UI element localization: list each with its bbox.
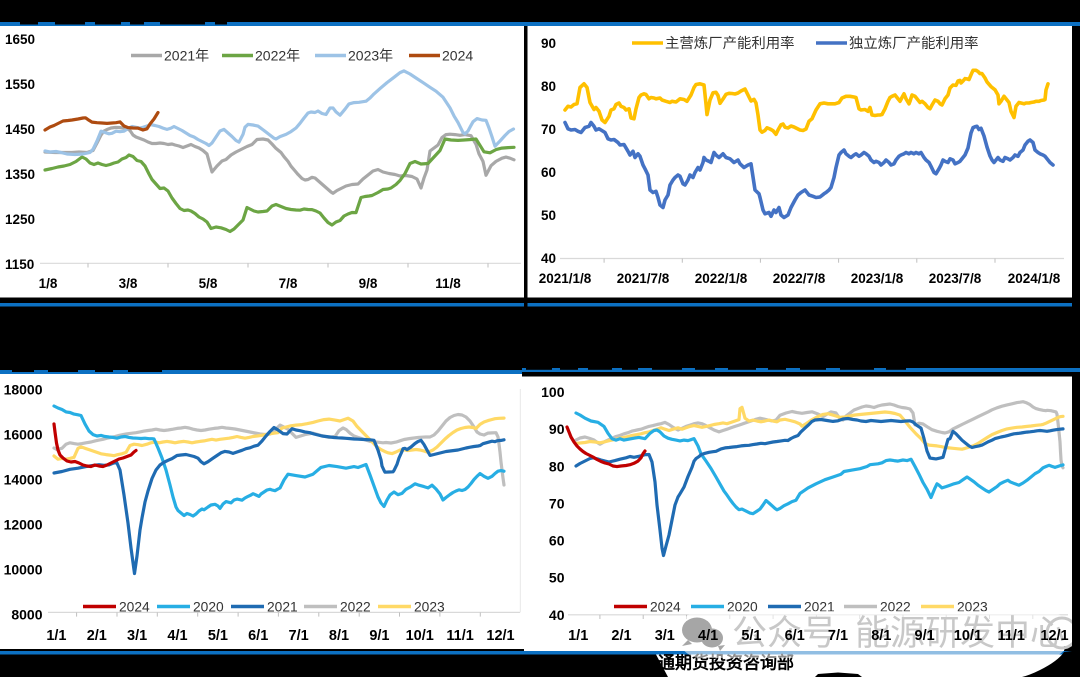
- svg-text:2021/1/8: 2021/1/8: [539, 271, 592, 286]
- svg-text:70: 70: [541, 122, 556, 137]
- svg-text:2021: 2021: [804, 600, 835, 615]
- svg-text:4/1: 4/1: [698, 628, 718, 644]
- svg-text:60: 60: [541, 165, 556, 180]
- svg-text:3/1: 3/1: [127, 628, 147, 644]
- svg-text:50: 50: [549, 570, 565, 586]
- svg-text:独立炼厂产能利用率: 独立炼厂产能利用率: [849, 35, 979, 52]
- svg-text:2020: 2020: [727, 600, 758, 615]
- svg-text:能源研发中心: 能源研发中心: [855, 614, 1065, 653]
- svg-text:2024/1/8: 2024/1/8: [1008, 271, 1061, 286]
- svg-text:主营炼厂产能利用率: 主营炼厂产能利用率: [665, 35, 795, 52]
- svg-text:90: 90: [549, 421, 565, 437]
- svg-text:1/8: 1/8: [39, 276, 58, 291]
- svg-text:1550: 1550: [5, 77, 35, 92]
- svg-text:2024: 2024: [119, 600, 150, 615]
- svg-text:2022: 2022: [880, 600, 911, 615]
- svg-text:5/8: 5/8: [199, 276, 218, 291]
- svg-text:12/1: 12/1: [486, 628, 514, 644]
- svg-text:12/1: 12/1: [1040, 628, 1068, 644]
- svg-text:11/1: 11/1: [997, 628, 1024, 644]
- svg-text:50: 50: [541, 208, 556, 223]
- svg-text:5/1: 5/1: [208, 628, 228, 644]
- svg-text:1350: 1350: [5, 167, 35, 182]
- svg-text:8/1: 8/1: [329, 628, 349, 644]
- svg-text:2023: 2023: [414, 600, 445, 615]
- svg-text:11/8: 11/8: [435, 276, 461, 291]
- svg-text:2023/1/8: 2023/1/8: [851, 271, 904, 286]
- svg-text:2/1: 2/1: [87, 628, 107, 644]
- svg-text:1/1: 1/1: [46, 628, 66, 644]
- svg-text:2022/7/8: 2022/7/8: [773, 271, 826, 286]
- svg-text:2/1: 2/1: [611, 628, 631, 644]
- svg-text:1150: 1150: [5, 257, 34, 272]
- svg-text:6/1: 6/1: [785, 628, 805, 644]
- svg-text:3/8: 3/8: [119, 276, 138, 291]
- svg-text:2023年: 2023年: [348, 48, 393, 64]
- svg-text:12000: 12000: [4, 517, 43, 533]
- svg-text:11/1: 11/1: [446, 628, 473, 644]
- svg-text:7/8: 7/8: [279, 276, 298, 291]
- svg-text:14000: 14000: [4, 472, 43, 488]
- svg-text:2023/7/8: 2023/7/8: [929, 271, 982, 286]
- svg-text:40: 40: [541, 251, 556, 266]
- svg-text:2021年: 2021年: [164, 48, 209, 64]
- svg-text:9/1: 9/1: [369, 628, 389, 644]
- svg-text:2021/7/8: 2021/7/8: [617, 271, 670, 286]
- svg-text:5/1: 5/1: [741, 628, 761, 644]
- svg-text:1/1: 1/1: [568, 628, 588, 644]
- svg-text:2022年: 2022年: [255, 48, 300, 64]
- svg-text:2024: 2024: [650, 600, 681, 615]
- svg-text:80: 80: [549, 458, 565, 474]
- svg-text:2022: 2022: [340, 600, 371, 615]
- svg-text:18000: 18000: [4, 382, 43, 398]
- svg-text:8/1: 8/1: [871, 628, 891, 644]
- svg-text:90: 90: [541, 36, 556, 51]
- svg-text:2023: 2023: [957, 600, 988, 615]
- svg-text:9/1: 9/1: [915, 628, 935, 644]
- svg-text:1250: 1250: [5, 212, 35, 227]
- svg-text:80: 80: [541, 79, 556, 94]
- svg-text:2020: 2020: [193, 600, 224, 615]
- svg-text:10/1: 10/1: [954, 628, 982, 644]
- svg-text:1650: 1650: [5, 32, 35, 47]
- svg-text:60: 60: [549, 533, 565, 549]
- svg-text:8000: 8000: [11, 607, 42, 623]
- svg-text:70: 70: [549, 495, 565, 511]
- svg-text:4/1: 4/1: [167, 628, 187, 644]
- svg-text:3/1: 3/1: [655, 628, 675, 644]
- svg-text:16000: 16000: [4, 427, 43, 443]
- svg-text:2022/1/8: 2022/1/8: [695, 271, 748, 286]
- svg-text:2024: 2024: [442, 48, 473, 64]
- svg-text:100: 100: [541, 384, 565, 400]
- svg-text:7/1: 7/1: [289, 628, 309, 644]
- svg-text:7/1: 7/1: [828, 628, 848, 644]
- svg-text:公众号: 公众号: [732, 614, 837, 653]
- svg-text:1450: 1450: [5, 122, 35, 137]
- svg-text:2021: 2021: [267, 600, 298, 615]
- svg-text:6/1: 6/1: [248, 628, 268, 644]
- svg-text:10/1: 10/1: [406, 628, 434, 644]
- svg-text:10000: 10000: [4, 562, 43, 578]
- svg-text:40: 40: [549, 607, 565, 623]
- svg-text:9/8: 9/8: [359, 276, 378, 291]
